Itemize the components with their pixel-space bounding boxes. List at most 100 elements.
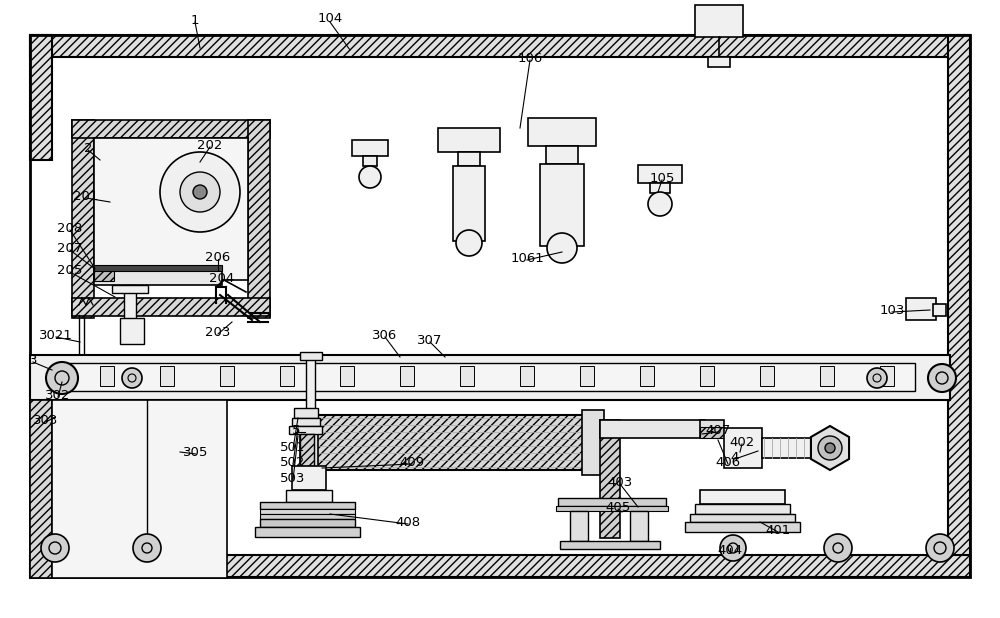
Bar (30, 400, 52, 578)
Circle shape (818, 436, 842, 460)
Bar (260, 519, 355, 527)
Text: 303: 303 (33, 413, 59, 426)
Text: 503: 503 (280, 472, 306, 485)
Text: 4: 4 (731, 451, 739, 464)
Text: 401: 401 (765, 523, 791, 536)
Text: 406: 406 (715, 455, 741, 468)
Bar (685, 522, 800, 532)
Text: 204: 204 (209, 271, 235, 284)
Text: 201: 201 (73, 190, 99, 203)
Bar (112, 285, 148, 293)
Text: 206: 206 (205, 250, 231, 263)
Bar (289, 426, 322, 434)
Bar (700, 366, 714, 386)
Bar (520, 366, 534, 386)
Text: 207: 207 (57, 242, 83, 255)
Bar (340, 366, 354, 386)
Text: 1061: 1061 (510, 252, 544, 265)
Bar (72, 120, 270, 138)
Bar (458, 152, 480, 166)
Circle shape (825, 443, 835, 453)
Bar (160, 366, 174, 386)
Bar (280, 366, 294, 386)
Bar (94, 267, 114, 281)
Text: 405: 405 (605, 501, 631, 514)
Bar (600, 420, 705, 438)
Bar (933, 304, 946, 316)
Text: 203: 203 (205, 326, 231, 339)
Bar (700, 427, 724, 438)
Bar (120, 318, 144, 344)
Circle shape (180, 172, 220, 212)
Bar (30, 555, 970, 577)
Bar (760, 366, 774, 386)
Text: 501: 501 (280, 441, 306, 454)
Bar (650, 183, 670, 193)
Bar (762, 438, 844, 458)
Circle shape (122, 368, 142, 388)
Bar (30, 355, 950, 400)
Bar (638, 165, 682, 183)
Bar (546, 146, 578, 164)
Text: 402: 402 (729, 436, 755, 449)
Bar (52, 400, 227, 578)
Bar (352, 140, 388, 156)
Bar (700, 490, 785, 504)
Bar (400, 366, 414, 386)
Text: 208: 208 (57, 221, 83, 234)
Text: 3021: 3021 (39, 329, 73, 342)
Bar (220, 366, 234, 386)
Text: 305: 305 (183, 446, 209, 459)
Text: 205: 205 (57, 263, 83, 276)
Bar (630, 511, 648, 541)
Circle shape (720, 535, 746, 561)
Bar (700, 420, 724, 438)
Bar (30, 35, 970, 57)
Circle shape (648, 192, 672, 216)
Bar (708, 57, 730, 67)
Bar (948, 35, 970, 577)
Bar (30, 35, 970, 577)
Text: 104: 104 (317, 12, 343, 25)
Bar (248, 120, 270, 318)
Bar (255, 527, 360, 537)
Bar (695, 504, 790, 514)
Circle shape (928, 364, 956, 392)
Text: 407: 407 (705, 423, 731, 436)
Bar (528, 118, 596, 146)
Bar (260, 514, 355, 519)
Text: 1: 1 (191, 14, 199, 27)
Polygon shape (811, 426, 849, 470)
Circle shape (160, 152, 240, 232)
Circle shape (46, 362, 78, 394)
Bar (460, 366, 474, 386)
Text: 302: 302 (45, 389, 71, 402)
Bar (438, 128, 500, 152)
Text: 2: 2 (84, 142, 92, 154)
Circle shape (41, 534, 69, 562)
Bar (453, 166, 485, 241)
Bar (306, 357, 315, 412)
Text: 103: 103 (879, 303, 905, 316)
Bar (100, 366, 114, 386)
Bar (556, 506, 668, 511)
Circle shape (456, 230, 482, 256)
Bar (880, 366, 894, 386)
Bar (260, 502, 355, 509)
Bar (94, 267, 222, 285)
Text: 403: 403 (607, 475, 633, 488)
Text: 202: 202 (197, 138, 223, 151)
Bar (260, 509, 355, 514)
Bar (363, 156, 377, 166)
Bar (94, 265, 222, 271)
Text: 106: 106 (517, 51, 543, 64)
Circle shape (824, 534, 852, 562)
Text: 408: 408 (395, 515, 421, 528)
Bar (640, 366, 654, 386)
Text: 307: 307 (417, 334, 443, 347)
Bar (690, 514, 795, 522)
Circle shape (867, 368, 887, 388)
Bar (906, 298, 936, 320)
Bar (292, 466, 326, 490)
Bar (72, 298, 270, 316)
